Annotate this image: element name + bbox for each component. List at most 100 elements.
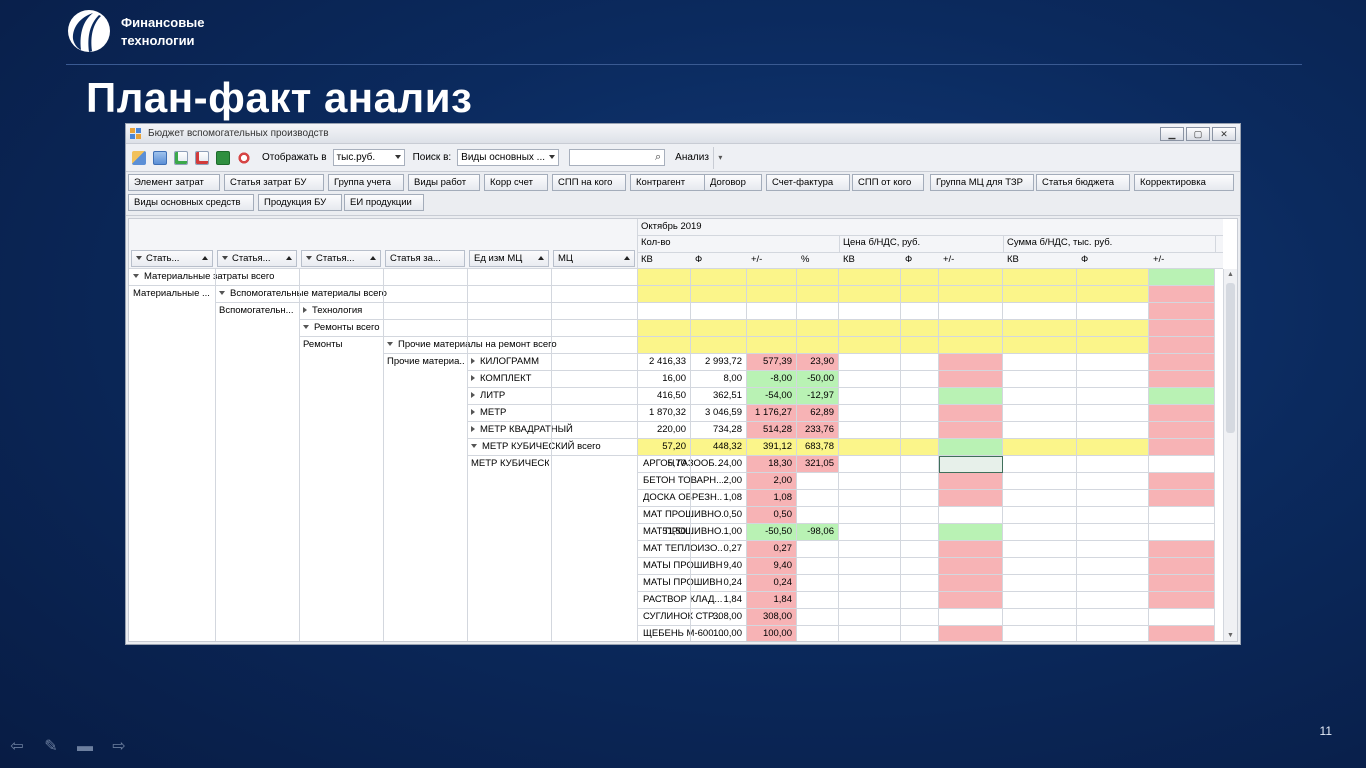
value-cell[interactable] bbox=[839, 337, 901, 354]
value-cell[interactable]: 448,32 bbox=[691, 439, 747, 456]
value-cell[interactable] bbox=[839, 490, 901, 507]
field-chip[interactable]: Продукция БУ bbox=[258, 194, 342, 211]
value-cell[interactable] bbox=[1077, 609, 1149, 626]
value-cell[interactable] bbox=[939, 575, 1003, 592]
value-cell[interactable]: 1 176,27 bbox=[747, 405, 797, 422]
value-cell[interactable] bbox=[1077, 575, 1149, 592]
value-cell[interactable]: 24,00 bbox=[691, 456, 747, 473]
field-chip[interactable]: Договор bbox=[704, 174, 762, 191]
expand-icon[interactable] bbox=[303, 307, 307, 314]
search-icon[interactable]: ⌕ bbox=[655, 151, 662, 163]
minimize-button[interactable]: ▁ bbox=[1160, 126, 1184, 141]
field-chip[interactable]: Контрагент bbox=[630, 174, 708, 191]
value-cell[interactable] bbox=[839, 609, 901, 626]
value-cell[interactable] bbox=[747, 286, 797, 303]
value-cell[interactable] bbox=[1149, 609, 1215, 626]
analyze-button[interactable]: Анализ bbox=[675, 152, 709, 163]
value-cell[interactable] bbox=[1149, 592, 1215, 609]
value-cell[interactable] bbox=[839, 269, 901, 286]
value-cell[interactable]: 308,00 bbox=[747, 609, 797, 626]
value-cell[interactable] bbox=[637, 303, 691, 320]
value-cell[interactable] bbox=[839, 507, 901, 524]
value-cell[interactable] bbox=[901, 524, 939, 541]
value-cell[interactable] bbox=[637, 507, 691, 524]
sort-ascending-icon[interactable] bbox=[370, 256, 376, 260]
value-cell[interactable]: 100,00 bbox=[691, 626, 747, 641]
value-cell[interactable]: 0,27 bbox=[747, 541, 797, 558]
value-cell[interactable] bbox=[839, 286, 901, 303]
value-cell[interactable]: 2 416,33 bbox=[637, 354, 691, 371]
value-cell[interactable] bbox=[747, 320, 797, 337]
row-label[interactable]: Ремонты всего bbox=[303, 320, 635, 336]
value-cell[interactable] bbox=[797, 337, 839, 354]
value-cell[interactable] bbox=[797, 490, 839, 507]
value-cell[interactable] bbox=[1077, 558, 1149, 575]
value-cell[interactable] bbox=[637, 541, 691, 558]
value-cell[interactable]: 734,28 bbox=[691, 422, 747, 439]
value-cell[interactable]: 9,40 bbox=[747, 558, 797, 575]
value-cell[interactable] bbox=[1149, 388, 1215, 405]
column-header[interactable]: КВ bbox=[1007, 254, 1019, 265]
field-chip[interactable]: Корр счет bbox=[484, 174, 548, 191]
value-cell[interactable] bbox=[1149, 490, 1215, 507]
value-cell[interactable] bbox=[839, 303, 901, 320]
value-cell[interactable] bbox=[901, 269, 939, 286]
value-cell[interactable] bbox=[1077, 422, 1149, 439]
value-cell[interactable]: 2,00 bbox=[691, 473, 747, 490]
export-excel-icon[interactable] bbox=[216, 150, 230, 165]
field-chip[interactable]: Группа учета bbox=[328, 174, 404, 191]
value-cell[interactable] bbox=[747, 303, 797, 320]
value-cell[interactable] bbox=[939, 354, 1003, 371]
value-cell[interactable] bbox=[939, 490, 1003, 507]
value-cell[interactable]: 0,27 bbox=[691, 541, 747, 558]
value-cell[interactable] bbox=[901, 541, 939, 558]
value-cell[interactable]: 1,84 bbox=[747, 592, 797, 609]
row-field-header[interactable]: Ед изм МЦ bbox=[469, 250, 549, 267]
value-cell[interactable] bbox=[1077, 320, 1149, 337]
value-cell[interactable] bbox=[901, 609, 939, 626]
collapse-icon[interactable] bbox=[133, 274, 139, 279]
value-cell[interactable] bbox=[797, 286, 839, 303]
value-cell[interactable]: 16,00 bbox=[637, 371, 691, 388]
value-cell[interactable] bbox=[1149, 269, 1215, 286]
row-field-header[interactable]: Статья... bbox=[301, 250, 381, 267]
value-cell[interactable] bbox=[939, 286, 1003, 303]
row-label[interactable]: Прочие материалы на ремонт всего bbox=[387, 337, 635, 353]
value-cell[interactable] bbox=[637, 473, 691, 490]
value-cell[interactable] bbox=[839, 575, 901, 592]
value-cell[interactable] bbox=[1077, 456, 1149, 473]
row-field-header[interactable]: Статья за... bbox=[385, 250, 465, 267]
value-cell[interactable] bbox=[1077, 490, 1149, 507]
maximize-button[interactable]: ▢ bbox=[1186, 126, 1210, 141]
value-cell[interactable] bbox=[939, 405, 1003, 422]
collapse-icon[interactable] bbox=[387, 342, 393, 347]
value-cell[interactable] bbox=[939, 422, 1003, 439]
value-cell[interactable] bbox=[901, 320, 939, 337]
value-cell[interactable]: 2,00 bbox=[747, 473, 797, 490]
value-cell[interactable] bbox=[839, 626, 901, 641]
value-cell[interactable] bbox=[901, 388, 939, 405]
value-cell[interactable] bbox=[1077, 303, 1149, 320]
display-units-select[interactable]: тыс.руб. bbox=[332, 149, 405, 166]
search-in-select[interactable]: Виды основных ... bbox=[457, 149, 560, 166]
value-cell[interactable]: 683,78 bbox=[797, 439, 839, 456]
value-cell[interactable]: 62,89 bbox=[797, 405, 839, 422]
value-cell[interactable] bbox=[1003, 405, 1077, 422]
collapse-icon[interactable] bbox=[471, 444, 477, 449]
value-cell[interactable] bbox=[1003, 371, 1077, 388]
value-cell[interactable] bbox=[839, 371, 901, 388]
field-chip[interactable]: Корректировка bbox=[1134, 174, 1234, 191]
column-header[interactable]: Ф bbox=[1081, 254, 1089, 265]
value-cell[interactable] bbox=[1149, 320, 1215, 337]
value-cell[interactable] bbox=[901, 626, 939, 641]
value-cell[interactable] bbox=[637, 609, 691, 626]
value-cell[interactable] bbox=[637, 490, 691, 507]
value-cell[interactable] bbox=[1003, 422, 1077, 439]
menu-icon[interactable]: ▬ bbox=[77, 738, 93, 755]
value-cell[interactable] bbox=[1149, 456, 1215, 473]
value-cell[interactable] bbox=[1077, 524, 1149, 541]
value-cell[interactable] bbox=[797, 558, 839, 575]
value-cell[interactable] bbox=[1077, 269, 1149, 286]
value-cell[interactable] bbox=[797, 592, 839, 609]
sort-ascending-icon[interactable] bbox=[286, 256, 292, 260]
